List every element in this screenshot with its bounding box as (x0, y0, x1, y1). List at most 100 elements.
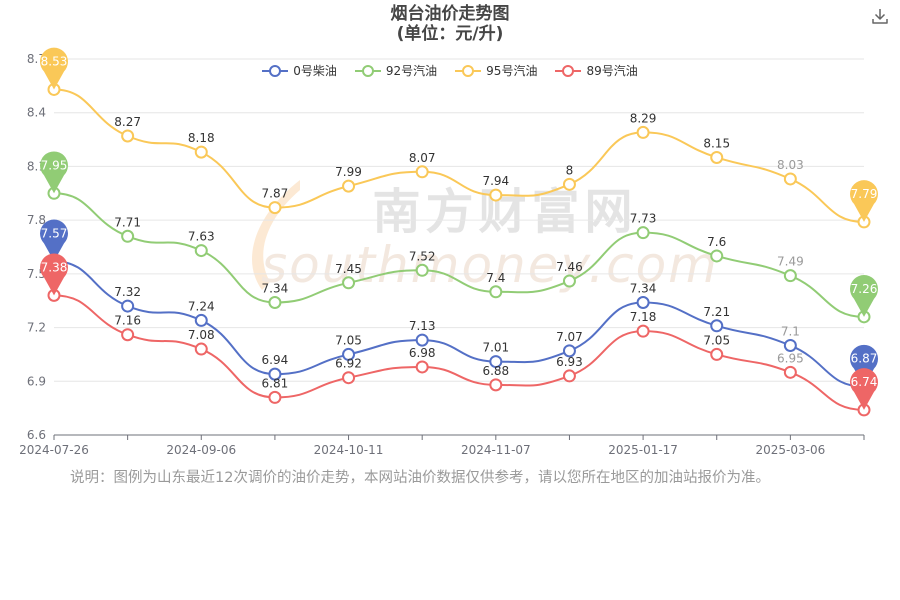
data-label: 7.24 (188, 299, 215, 313)
data-label: 7.32 (114, 285, 141, 299)
data-point[interactable] (636, 125, 650, 139)
data-point[interactable] (342, 276, 356, 290)
y-tick-label: 6.6 (27, 428, 46, 442)
pin-label: 6.74 (851, 375, 878, 389)
data-point[interactable] (194, 145, 208, 159)
x-tick-label: 2024-11-07 (461, 443, 531, 457)
data-point[interactable] (562, 274, 576, 288)
pin-label: 6.87 (851, 352, 878, 366)
pin-label: 7.79 (851, 187, 878, 201)
legend-item[interactable]: 95号汽油 (455, 62, 537, 79)
data-point[interactable] (194, 244, 208, 258)
data-label: 7.94 (482, 174, 509, 188)
data-point[interactable] (783, 172, 797, 186)
data-point[interactable] (562, 344, 576, 358)
data-point[interactable] (268, 367, 282, 381)
map-pin-marker (850, 368, 879, 410)
data-point[interactable] (342, 347, 356, 361)
data-point[interactable] (710, 249, 724, 263)
data-label: 7.49 (777, 255, 804, 269)
pin-label: 7.26 (851, 282, 878, 296)
data-label: 8.03 (777, 158, 804, 172)
y-tick-label: 7.8 (27, 213, 46, 227)
data-point[interactable] (562, 369, 576, 383)
y-tick-label: 8.4 (27, 106, 46, 120)
data-point[interactable] (489, 188, 503, 202)
data-point[interactable] (268, 201, 282, 215)
data-point[interactable] (415, 165, 429, 179)
data-label: 7.16 (114, 314, 141, 328)
pin-label: 7.38 (41, 260, 68, 274)
legend-label: 92号汽油 (385, 64, 438, 78)
data-point[interactable] (710, 319, 724, 333)
x-tick-label: 2025-01-17 (608, 443, 678, 457)
legend-marker-icon (455, 64, 482, 77)
data-label: 8.27 (114, 115, 141, 129)
data-point[interactable] (121, 299, 135, 313)
chart-subtitle: (单位：元/升) (396, 24, 504, 44)
data-point[interactable] (489, 355, 503, 369)
data-point[interactable] (415, 360, 429, 374)
data-point[interactable] (194, 313, 208, 327)
data-label: 7.34 (262, 282, 289, 296)
map-pin-marker (40, 253, 69, 296)
legend-marker-icon (555, 64, 582, 77)
data-point[interactable] (636, 324, 650, 338)
data-label: 7.34 (630, 282, 657, 296)
data-labels: 7.32 7.24 6.94 7.05 7.13 7.01 7.07 7.34 7.21 7.1 7… (114, 111, 803, 390)
data-point[interactable] (121, 129, 135, 143)
data-label: 8.07 (409, 151, 436, 165)
data-label: 6.81 (262, 376, 289, 390)
x-tick-label: 2024-07-26 (19, 443, 89, 457)
pin-label: 7.57 (41, 226, 68, 240)
data-point[interactable] (194, 342, 208, 356)
x-tick-label: 2024-09-06 (166, 443, 236, 457)
watermark-text-en: southmoney.com (261, 236, 719, 294)
data-point[interactable] (342, 179, 356, 193)
legend-label: 95号汽油 (486, 64, 538, 78)
series-line (53, 294, 865, 411)
x-tick-label: 2025-03-06 (755, 443, 825, 457)
y-axis: 6.66.97.27.57.88.18.48.7 (27, 52, 46, 442)
data-point[interactable] (710, 150, 724, 164)
legend-label: 89号汽油 (586, 64, 638, 78)
data-label: 8.15 (703, 136, 730, 150)
legend-item[interactable]: 92号汽油 (354, 62, 438, 79)
x-axis: 2024-07-26 2024-09-06 2024-10-11 2024-11-07… (19, 434, 865, 457)
data-point[interactable] (783, 338, 797, 352)
pin-label: 8.53 (41, 54, 68, 68)
data-point[interactable] (489, 378, 503, 392)
download-icon[interactable] (870, 6, 890, 26)
data-point[interactable] (636, 226, 650, 240)
extreme-pins: 7.57 6.87 7.95 7.26 8.53 7.79 7.38 6.74 (39, 47, 879, 410)
data-point[interactable] (121, 229, 135, 243)
legend-item[interactable]: 0号柴油 (262, 62, 337, 79)
map-pin-marker (39, 47, 69, 90)
map-pin-marker (850, 344, 879, 387)
data-point[interactable] (489, 285, 503, 299)
data-label: 7.1 (781, 324, 800, 338)
legend-marker-icon (262, 64, 289, 77)
legend-item[interactable]: 89号汽油 (555, 62, 638, 79)
data-label: 7.63 (188, 230, 215, 244)
data-point[interactable] (415, 263, 429, 277)
data-point[interactable] (636, 296, 650, 310)
legend-label: 0号柴油 (293, 64, 337, 78)
data-point[interactable] (342, 371, 356, 385)
data-label: 7.05 (703, 333, 730, 347)
data-point[interactable] (268, 296, 282, 310)
data-point[interactable] (415, 333, 429, 347)
data-label: 8.29 (630, 111, 657, 125)
data-point[interactable] (783, 365, 797, 379)
series-lines (53, 88, 865, 411)
data-point[interactable] (121, 328, 135, 342)
data-point[interactable] (783, 269, 797, 283)
data-point[interactable] (268, 390, 282, 404)
chart-note: 说明：图例为山东最近12次调价的油价走势，本网站油价数据仅供参考，请以您所在地区… (70, 470, 770, 486)
data-point[interactable] (562, 177, 576, 191)
data-point[interactable] (710, 347, 724, 361)
y-tick-label: 6.9 (27, 374, 46, 388)
data-label: 7.87 (262, 187, 289, 201)
